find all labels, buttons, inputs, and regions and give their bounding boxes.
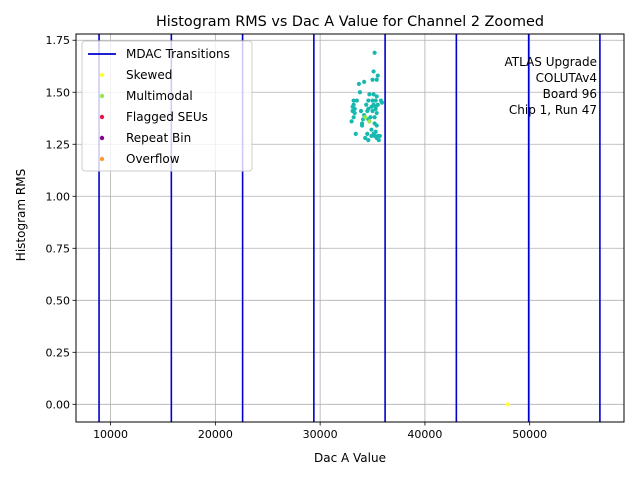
- x-tick-label: 40000: [407, 428, 442, 441]
- data-point: [379, 100, 385, 105]
- data-point: [362, 79, 367, 84]
- data-point: [369, 104, 374, 109]
- legend-marker: [99, 135, 105, 141]
- data-point: [366, 98, 371, 103]
- data-points: [349, 50, 510, 407]
- data-point: [375, 73, 380, 78]
- data-point: [357, 90, 363, 95]
- y-tick-label: 1.50: [46, 86, 71, 99]
- x-tick-label: 30000: [303, 428, 338, 441]
- legend-label: MDAC Transitions: [126, 47, 230, 61]
- data-point: [354, 98, 359, 103]
- y-tick-label: 1.00: [46, 190, 71, 203]
- grid: [76, 34, 624, 422]
- legend-marker: [99, 72, 105, 78]
- data-point: [369, 133, 374, 139]
- data-point: [371, 69, 376, 74]
- data-point: [365, 108, 370, 114]
- data-point: [372, 115, 377, 120]
- annotation-line: Chip 1, Run 47: [509, 103, 597, 117]
- data-point: [351, 98, 356, 103]
- data-point: [351, 115, 356, 120]
- data-point: [373, 98, 378, 103]
- run-annotation: ATLAS Upgrade COLUTAv4 Board 96 Chip 1, Run…: [504, 55, 597, 117]
- y-tick-label: 0.50: [46, 294, 71, 307]
- legend-marker: [99, 156, 105, 162]
- legend-marker: [99, 114, 105, 120]
- legend-label: Repeat Bin: [126, 131, 191, 145]
- data-point: [370, 98, 375, 103]
- data-point: [374, 77, 379, 82]
- data-point: [369, 127, 374, 132]
- data-point: [358, 108, 364, 114]
- data-point: [374, 123, 379, 128]
- legend-label: Flagged SEUs: [126, 110, 208, 124]
- annotation-line: ATLAS Upgrade: [504, 55, 597, 69]
- data-point: [352, 110, 357, 116]
- data-point: [363, 135, 368, 141]
- data-point: [363, 115, 368, 120]
- annotation-line: COLUTAv4: [536, 71, 597, 85]
- data-point: [376, 138, 381, 143]
- legend-box: [81, 40, 253, 172]
- x-axis-ticks: 10000 20000 30000 40000 50000: [93, 422, 547, 441]
- x-axis-label: Dac A Value: [314, 451, 386, 465]
- x-tick-label: 10000: [93, 428, 128, 441]
- x-tick-label: 50000: [512, 428, 547, 441]
- data-point: [370, 108, 375, 114]
- legend-marker: [99, 93, 105, 99]
- legend-label: Skewed: [126, 68, 172, 82]
- data-point: [353, 131, 358, 136]
- data-point: [374, 110, 379, 116]
- data-point: [364, 102, 369, 107]
- y-tick-label: 1.75: [46, 34, 71, 47]
- y-tick-label: 1.25: [46, 138, 71, 151]
- legend-label: Multimodal: [126, 89, 193, 103]
- data-point: [359, 123, 365, 128]
- data-point: [505, 402, 510, 407]
- data-point: [377, 133, 382, 139]
- legend: MDAC Transitions Skewed Multimodal Flagged …: [81, 40, 253, 172]
- data-point: [367, 92, 372, 97]
- data-point: [370, 77, 375, 82]
- data-point: [367, 119, 372, 124]
- y-tick-label: 0.00: [46, 398, 71, 411]
- y-axis-ticks: 0.00 0.25 0.50 0.75 1.00 1.25 1.50 1.75: [46, 34, 76, 411]
- annotation-line: Board 96: [543, 87, 597, 101]
- chart-title: Histogram RMS vs Dac A Value for Channel…: [156, 14, 544, 30]
- plot-frame: [75, 33, 625, 423]
- data-point: [373, 106, 378, 111]
- data-point: [349, 119, 354, 124]
- legend-label: Overflow: [126, 152, 180, 166]
- data-point: [356, 81, 362, 87]
- data-point: [365, 131, 370, 136]
- y-axis-label: Histogram RMS: [14, 169, 28, 261]
- data-point: [372, 50, 377, 55]
- data-point: [371, 92, 376, 97]
- y-tick-label: 0.75: [46, 242, 71, 255]
- y-tick-label: 0.25: [46, 346, 71, 359]
- x-tick-label: 20000: [198, 428, 233, 441]
- data-point: [366, 138, 371, 143]
- data-point: [374, 94, 379, 99]
